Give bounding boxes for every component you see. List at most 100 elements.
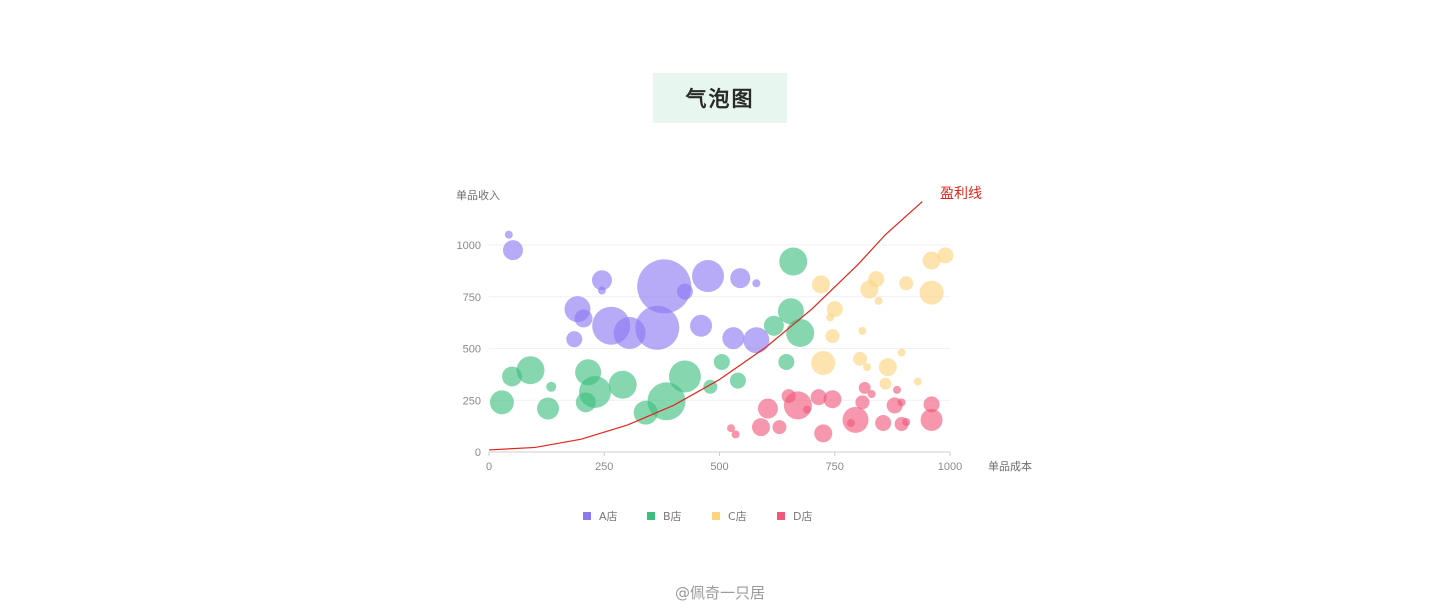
bubble-3-9[interactable]: [826, 301, 843, 318]
credit-text: @佩奇一只居: [674, 584, 765, 602]
bubble-4-9[interactable]: [867, 390, 876, 399]
bubble-4-6[interactable]: [823, 390, 842, 409]
bubble-4-3[interactable]: [783, 391, 812, 420]
legend-label: A店: [599, 509, 618, 523]
y-axis-title: 单品收入: [456, 188, 500, 202]
y-tick-label: 0: [475, 447, 481, 459]
bubble-4-15[interactable]: [842, 406, 869, 433]
bubble-1-5[interactable]: [637, 259, 692, 314]
bubble-1-9[interactable]: [752, 279, 761, 288]
legend-item-2[interactable]: B店: [647, 509, 682, 523]
x-tick-label: 750: [826, 461, 844, 473]
legend-item-3[interactable]: C店: [712, 509, 747, 523]
legend-swatch: [712, 512, 720, 520]
bubble-4-11[interactable]: [892, 385, 901, 394]
legend-swatch: [777, 512, 785, 520]
bubble-3-10[interactable]: [826, 313, 835, 322]
x-tick-label: 0: [486, 461, 492, 473]
bubble-3-11[interactable]: [825, 329, 840, 344]
bubble-4-1[interactable]: [757, 398, 778, 419]
profit-line-label: 盈利线: [940, 186, 982, 202]
bubble-1-4[interactable]: [597, 286, 606, 295]
bubble-1-8[interactable]: [730, 268, 751, 289]
bubbles: [489, 230, 954, 443]
y-tick-label: 500: [463, 344, 481, 356]
bubble-4-21[interactable]: [751, 418, 770, 437]
bubble-1-16[interactable]: [722, 327, 745, 350]
bubble-4-16[interactable]: [846, 419, 855, 428]
x-axis-title: 单品成本: [988, 459, 1032, 473]
bubble-3-6[interactable]: [922, 251, 941, 270]
bubble-1-11[interactable]: [574, 309, 593, 328]
bubble-3-4[interactable]: [874, 296, 883, 305]
bubble-2-14[interactable]: [575, 359, 602, 386]
profit-line: [489, 201, 923, 451]
bubble-2-9[interactable]: [668, 360, 701, 393]
bubble-4-23[interactable]: [727, 424, 736, 433]
bubble-1-7[interactable]: [691, 260, 724, 293]
bubble-3-16[interactable]: [878, 358, 897, 377]
bubble-2-3[interactable]: [786, 318, 815, 347]
legend-item-4[interactable]: D店: [777, 509, 812, 523]
bubble-4-22[interactable]: [772, 420, 787, 435]
bubble-4-13[interactable]: [923, 396, 940, 413]
bubble-3-14[interactable]: [853, 351, 868, 366]
bubble-4-24[interactable]: [731, 430, 740, 439]
bubble-1-2[interactable]: [502, 240, 523, 261]
bubble-2-5[interactable]: [713, 353, 730, 370]
bubble-3-3[interactable]: [868, 271, 885, 288]
bubble-3-5[interactable]: [899, 276, 914, 291]
bubble-2-1[interactable]: [779, 247, 808, 276]
bubble-1-6[interactable]: [676, 283, 693, 300]
y-tick-label: 750: [463, 292, 481, 304]
y-tick-label: 250: [463, 395, 481, 407]
bubble-3-15[interactable]: [863, 363, 872, 372]
bubble-1-18[interactable]: [566, 331, 583, 348]
bubble-2-4[interactable]: [763, 315, 784, 336]
bubble-4-20[interactable]: [814, 424, 833, 443]
bubble-2-16[interactable]: [516, 356, 545, 385]
bubble-3-13[interactable]: [811, 350, 836, 375]
x-tick-label: 500: [710, 461, 728, 473]
bubble-2-11[interactable]: [633, 400, 658, 425]
bubble-4-19[interactable]: [902, 417, 911, 426]
bubble-3-19[interactable]: [913, 377, 922, 386]
bubble-1-15[interactable]: [690, 314, 713, 337]
x-tick-label: 1000: [938, 461, 962, 473]
bubble-3-17[interactable]: [879, 377, 892, 390]
bubble-1-17[interactable]: [743, 327, 770, 354]
bubble-3-12[interactable]: [858, 326, 867, 335]
bubble-4-4[interactable]: [803, 405, 812, 414]
chart-title: 气泡图: [685, 87, 755, 111]
chart-title-box: 气泡图: [653, 73, 787, 123]
bubble-2-15[interactable]: [575, 392, 596, 413]
legend[interactable]: A店 B店 C店 D店: [583, 509, 812, 523]
profit-line-group: 盈利线: [489, 186, 982, 451]
bubble-4-8[interactable]: [855, 395, 870, 410]
bubble-4-7[interactable]: [858, 381, 871, 394]
bubble-4-14[interactable]: [920, 408, 943, 431]
bubble-2-6[interactable]: [778, 353, 795, 370]
legend-item-1[interactable]: A店: [583, 509, 618, 523]
legend-swatch: [647, 512, 655, 520]
bubble-2-17[interactable]: [502, 366, 523, 387]
bubble-2-2[interactable]: [777, 298, 804, 325]
bubble-2-7[interactable]: [729, 372, 746, 389]
bubble-4-17[interactable]: [875, 415, 892, 432]
bubble-4-5[interactable]: [810, 389, 827, 406]
bubble-3-8[interactable]: [919, 280, 944, 305]
bubble-1-1[interactable]: [504, 230, 513, 239]
bubble-2-20[interactable]: [546, 381, 557, 392]
bubble-3-1[interactable]: [811, 275, 830, 294]
bubble-1-14[interactable]: [635, 305, 680, 350]
bubble-3-18[interactable]: [897, 348, 906, 357]
bubble-2-12[interactable]: [608, 370, 637, 399]
legend-label: B店: [663, 509, 682, 523]
legend-label: D店: [793, 509, 812, 523]
bubble-1-3[interactable]: [591, 270, 612, 291]
bubble-3-7[interactable]: [937, 247, 954, 264]
bubble-2-18[interactable]: [489, 390, 514, 415]
bubble-2-19[interactable]: [537, 397, 560, 420]
bubble-4-12[interactable]: [897, 398, 906, 407]
